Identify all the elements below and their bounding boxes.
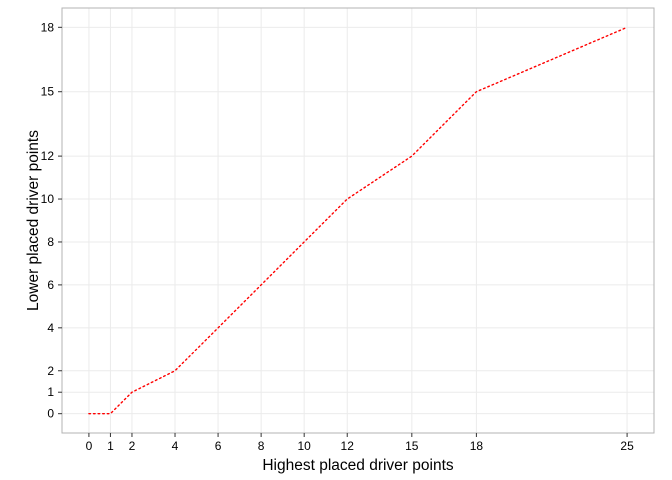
x-tick-label: 1: [107, 439, 114, 453]
x-tick-label: 6: [215, 439, 222, 453]
y-tick-label: 6: [47, 278, 54, 292]
x-axis-title: Highest placed driver points: [262, 457, 454, 474]
x-tick-label: 0: [86, 439, 93, 453]
x-tick-label: 18: [470, 439, 484, 453]
y-axis-title: Lower placed driver points: [25, 130, 42, 311]
x-tick-label: 12: [341, 439, 355, 453]
y-tick-label: 0: [47, 407, 54, 421]
x-tick-label: 4: [172, 439, 179, 453]
series-layer: [88, 26, 628, 415]
x-tick-label: 10: [298, 439, 312, 453]
y-tick-label: 4: [47, 321, 54, 335]
series-line: [88, 26, 628, 415]
x-axis: 0 1 2 4 6 8 10 12 15 18 25: [86, 433, 634, 453]
y-tick-label: 2: [47, 364, 54, 378]
y-tick-label: 8: [47, 235, 54, 249]
x-tick-label: 25: [620, 439, 634, 453]
x-tick-label: 2: [129, 439, 136, 453]
x-tick-label: 15: [405, 439, 419, 453]
x-tick-label: 8: [258, 439, 265, 453]
y-tick-label: 18: [41, 20, 55, 34]
y-tick-label: 10: [41, 192, 55, 206]
grid-lines: [62, 8, 654, 433]
y-tick-label: 12: [41, 149, 55, 163]
panel-border: [61, 7, 655, 434]
y-tick-label: 1: [47, 385, 54, 399]
y-tick-label: 15: [41, 85, 55, 99]
